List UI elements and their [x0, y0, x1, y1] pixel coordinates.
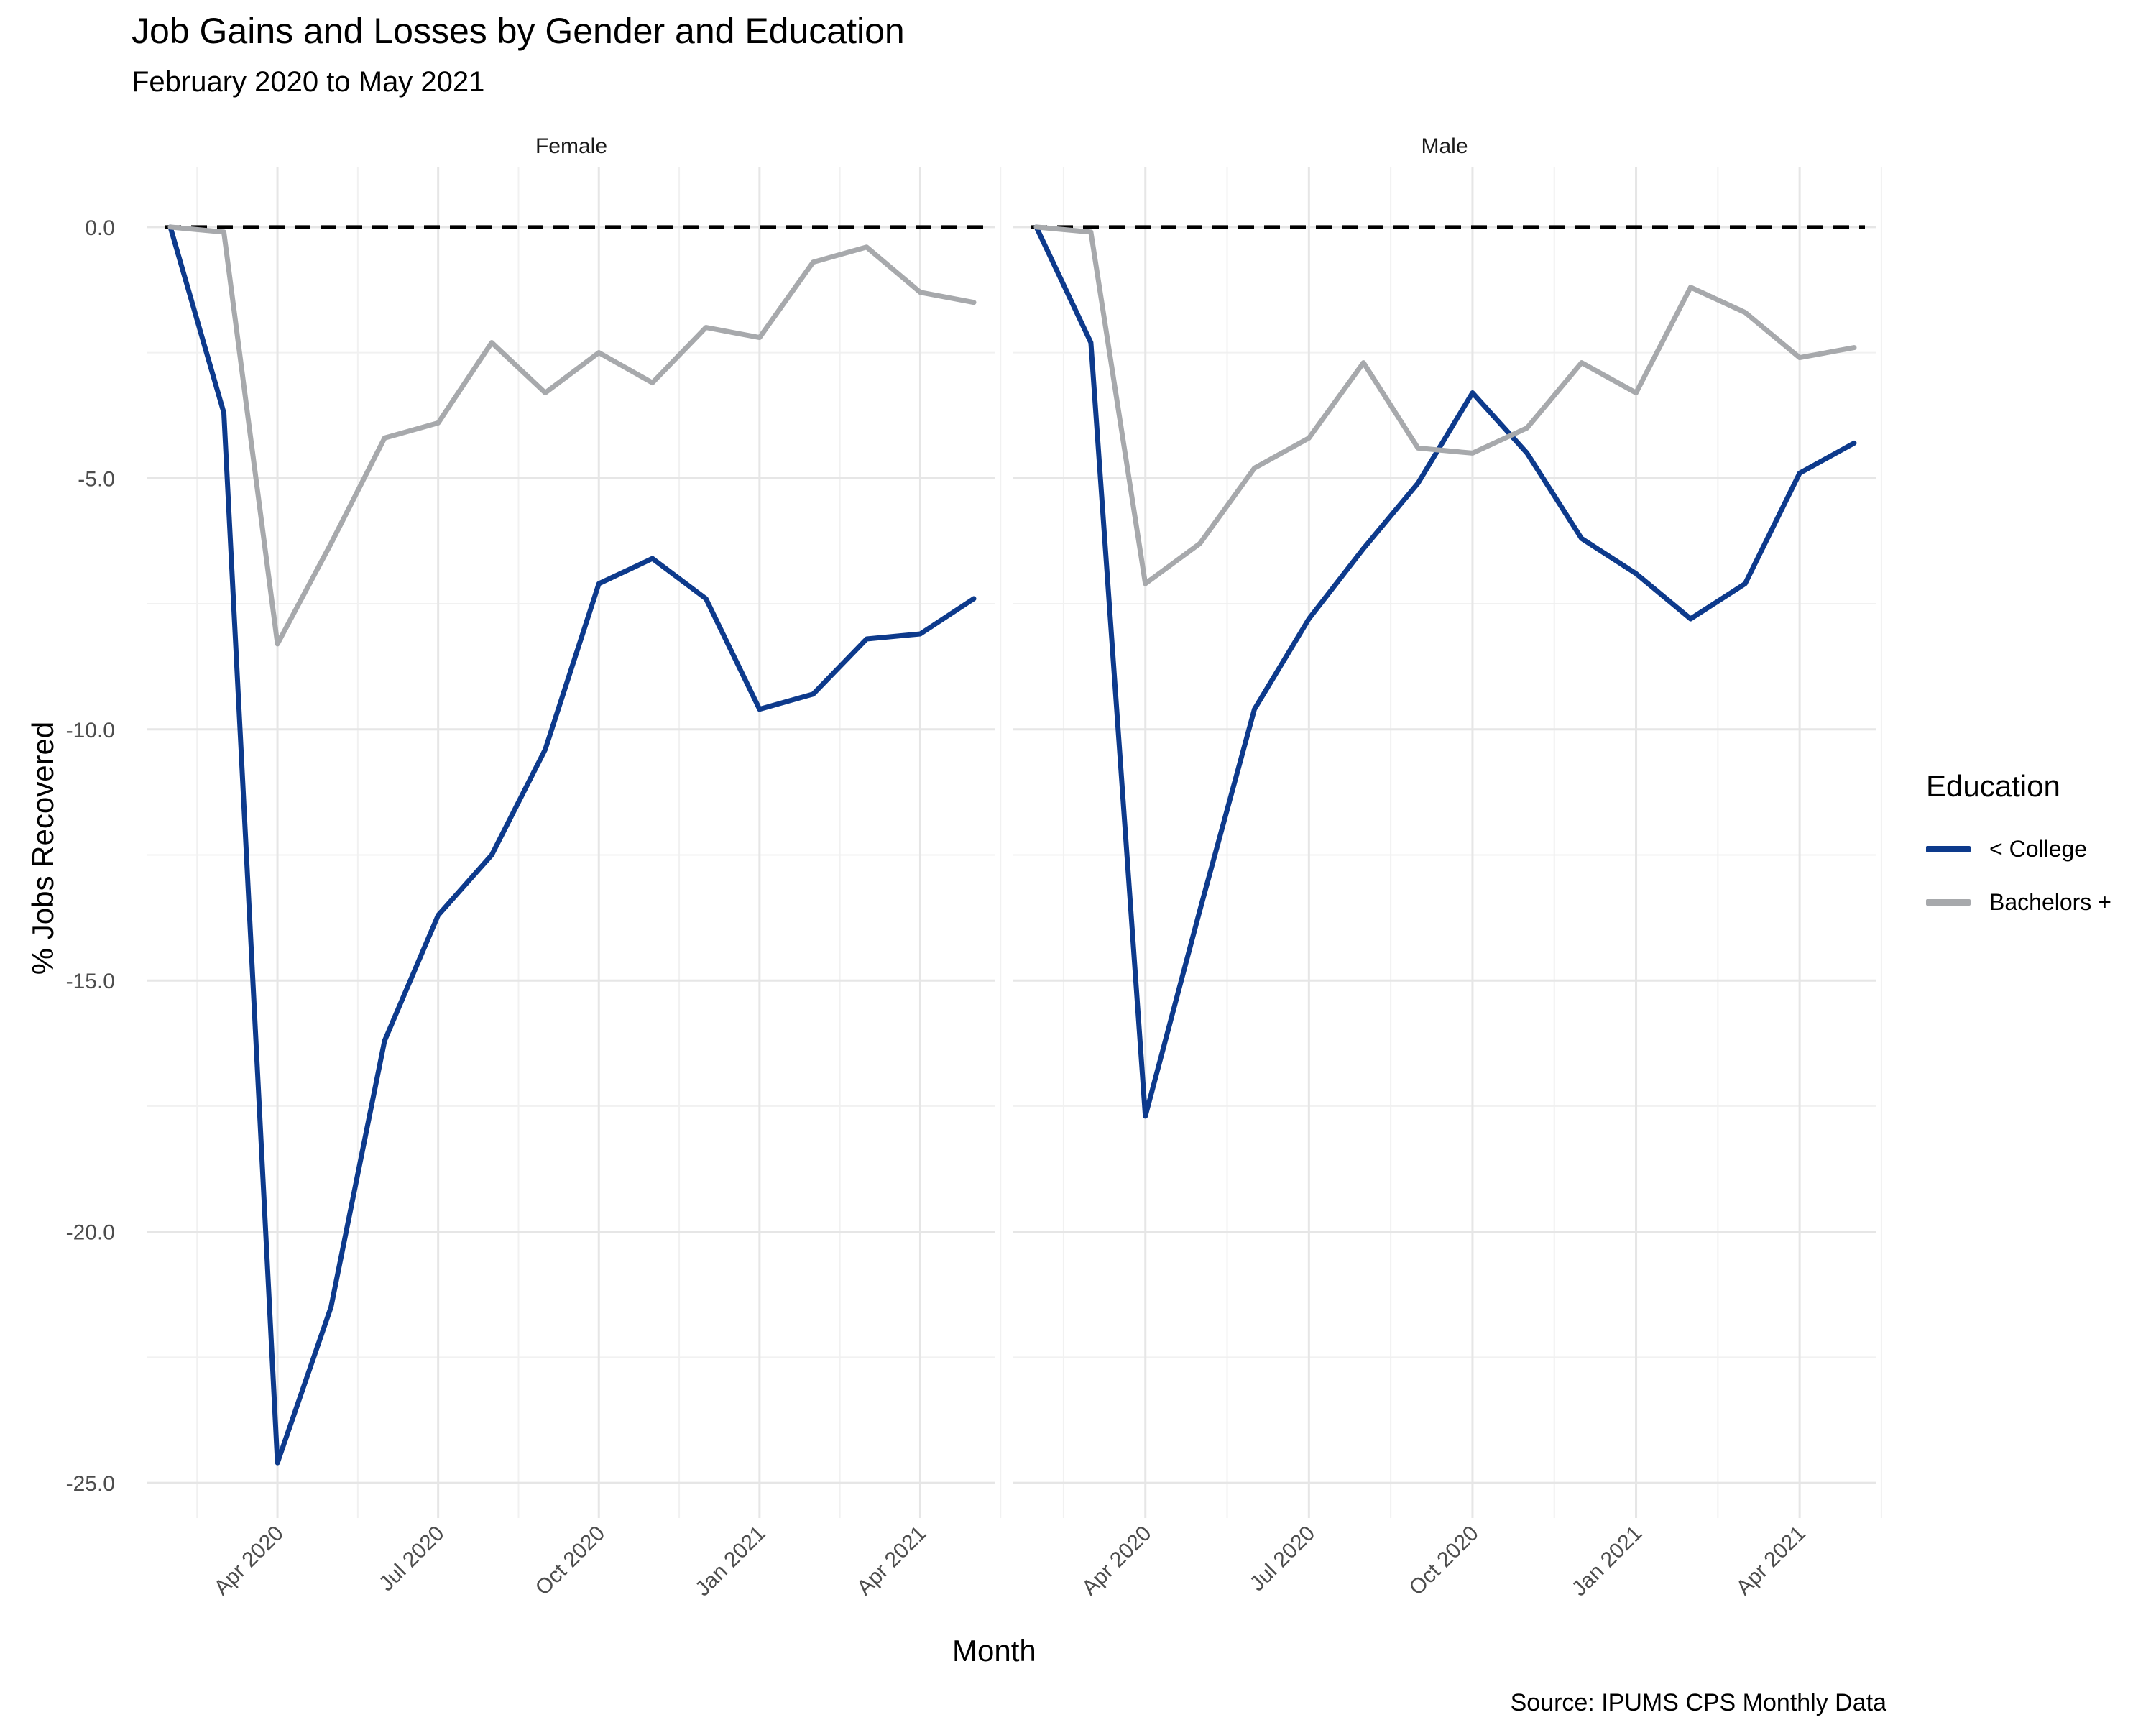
- x-tick-label: Oct 2020: [531, 1522, 609, 1600]
- facet-label-female: Female: [535, 134, 607, 158]
- legend-label-less-than-college: < College: [1989, 835, 2088, 862]
- series-line-female-bachelors-plus: [167, 224, 977, 647]
- x-tick-label: Jan 2021: [691, 1522, 770, 1601]
- chart-subtitle: February 2020 to May 2021: [132, 66, 485, 98]
- x-tick-label: Apr 2020: [210, 1522, 288, 1600]
- series-line-male-less-than-college: [1033, 224, 1857, 1119]
- x-tick-label: Apr 2021: [852, 1522, 931, 1600]
- y-tick-label: -10.0: [66, 719, 115, 742]
- x-tick-label: Oct 2020: [1404, 1522, 1483, 1600]
- legend-key-less-than-college: [1926, 845, 1971, 852]
- source-caption: Source: IPUMS CPS Monthly Data: [1510, 1689, 1886, 1716]
- y-tick-label: -15.0: [66, 970, 115, 993]
- x-tick-label: Jul 2020: [374, 1522, 449, 1596]
- legend-item-bachelors-plus: Bachelors +: [1926, 875, 2111, 929]
- y-axis-label: % Jobs Recovered: [26, 721, 60, 975]
- legend-title: Education: [1926, 769, 2060, 803]
- x-tick-label: Apr 2021: [1732, 1522, 1810, 1600]
- series-line-male-bachelors-plus: [1033, 224, 1857, 586]
- x-tick-label: Apr 2020: [1077, 1522, 1156, 1600]
- x-tick-label: Jul 2020: [1245, 1522, 1320, 1596]
- x-tick-label: Jan 2021: [1567, 1522, 1647, 1601]
- legend-label-bachelors-plus: Bachelors +: [1989, 888, 2111, 915]
- legend-item-less-than-college: < College: [1926, 822, 2111, 875]
- series-line-female-less-than-college: [167, 224, 977, 1466]
- y-tick-label: 0.0: [85, 216, 115, 240]
- y-tick-label: -25.0: [66, 1472, 115, 1496]
- facet-label-male: Male: [1421, 134, 1468, 158]
- chart-title: Job Gains and Losses by Gender and Educa…: [132, 11, 905, 51]
- x-axis-label: Month: [952, 1634, 1036, 1668]
- legend: Education < College Bachelors +: [1926, 769, 2111, 929]
- y-tick-label: -20.0: [66, 1221, 115, 1245]
- y-tick-label: -5.0: [78, 467, 115, 491]
- legend-key-bachelors-plus: [1926, 898, 1971, 906]
